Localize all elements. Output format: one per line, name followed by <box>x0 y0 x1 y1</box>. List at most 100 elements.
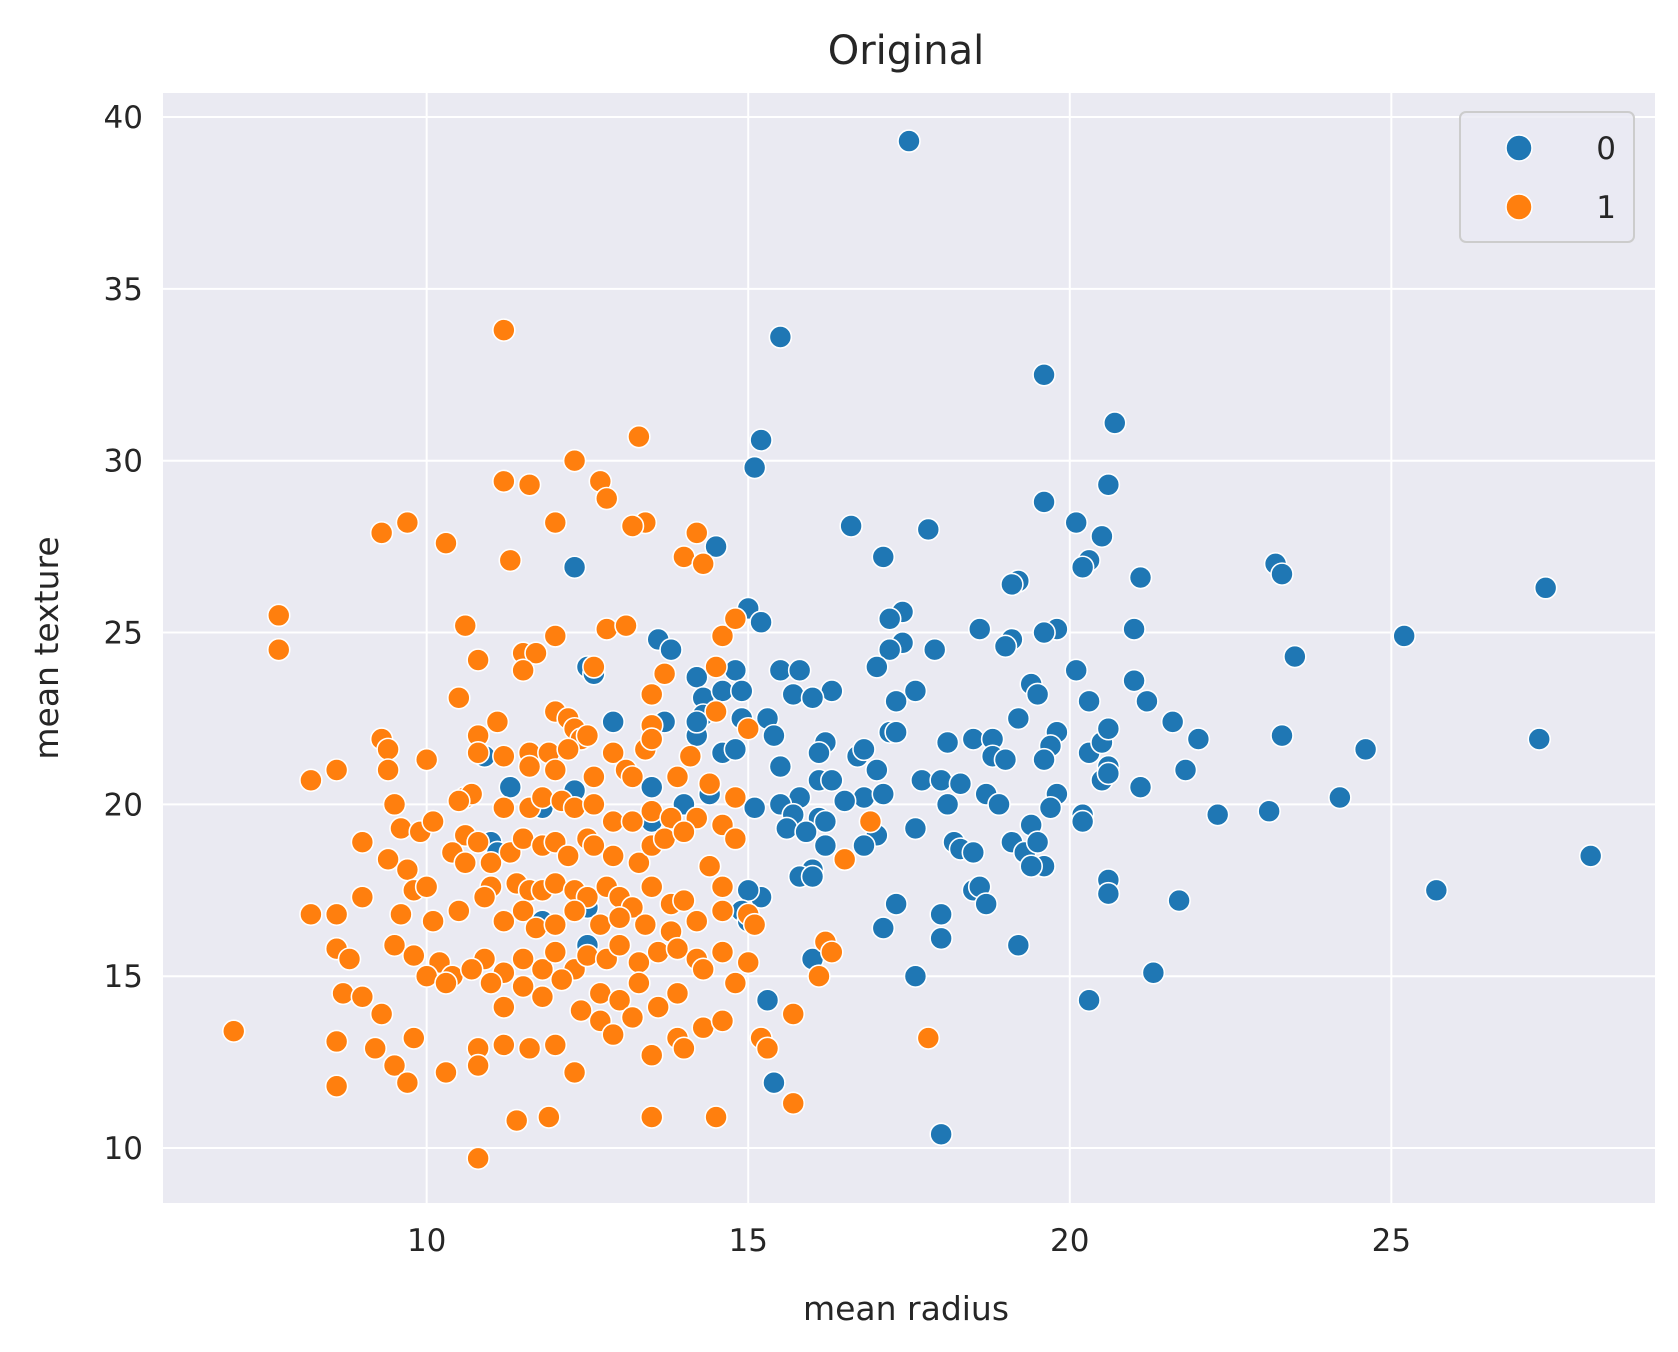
legend-label-0: 0 <box>1596 131 1616 167</box>
data-point <box>382 792 407 817</box>
data-point <box>723 971 748 995</box>
data-point <box>1032 747 1056 772</box>
data-point <box>1424 878 1449 903</box>
data-point <box>607 988 632 1013</box>
y-tick-label: 30 <box>104 444 143 480</box>
data-point <box>1090 524 1114 549</box>
data-point <box>369 521 394 545</box>
data-point <box>620 765 645 789</box>
data-point <box>459 957 484 982</box>
data-point <box>1006 933 1031 958</box>
data-point <box>639 1105 664 1129</box>
y-tick-labels: 10 15 20 25 30 35 40 <box>104 100 143 1167</box>
data-point <box>562 899 587 923</box>
data-point <box>665 765 690 789</box>
data-point <box>601 710 625 734</box>
data-point <box>897 129 921 153</box>
data-point <box>768 754 793 779</box>
data-point <box>453 850 478 875</box>
data-point <box>466 830 490 854</box>
data-point <box>1000 572 1024 597</box>
legend-box <box>1459 111 1635 243</box>
data-point <box>742 455 767 480</box>
data-point <box>884 892 908 916</box>
data-point <box>614 613 638 638</box>
data-point <box>331 981 355 1006</box>
data-point <box>1025 682 1050 707</box>
data-point <box>485 710 510 734</box>
data-point <box>395 510 420 535</box>
data-point <box>749 428 773 452</box>
data-point <box>852 737 876 762</box>
data-point <box>627 850 651 875</box>
data-point <box>935 792 960 817</box>
data-point <box>582 833 606 858</box>
data-point <box>903 816 928 841</box>
data-point <box>800 864 825 889</box>
y-tick-label: 15 <box>104 959 143 995</box>
series-0 <box>472 129 1603 1147</box>
legend-marker-0 <box>1505 134 1533 162</box>
data-point <box>1096 881 1121 906</box>
data-point <box>1328 785 1352 810</box>
data-point <box>594 617 619 641</box>
data-point <box>639 1043 664 1068</box>
data-point <box>993 634 1018 659</box>
data-point <box>324 758 349 782</box>
data-point <box>434 1060 458 1085</box>
data-point <box>382 1053 407 1078</box>
data-point <box>402 1026 426 1050</box>
data-point <box>1032 620 1056 645</box>
data-point <box>543 758 568 782</box>
data-point <box>479 850 503 875</box>
data-point <box>903 679 928 703</box>
data-point <box>813 833 838 858</box>
data-point <box>1122 617 1146 641</box>
data-point <box>324 1074 349 1098</box>
data-point <box>916 517 941 542</box>
data-point <box>389 902 413 927</box>
data-point <box>832 789 857 813</box>
data-point <box>1578 844 1603 868</box>
data-point <box>768 325 793 349</box>
data-point <box>582 792 606 817</box>
data-point <box>421 909 445 934</box>
data-point <box>543 510 568 535</box>
data-point <box>1064 658 1089 683</box>
data-point <box>646 995 670 1019</box>
x-tick-label: 20 <box>1050 1223 1089 1259</box>
data-point <box>1205 802 1230 827</box>
data-point <box>781 1002 806 1026</box>
series-1 <box>221 318 941 1171</box>
data-point <box>929 926 953 951</box>
data-point <box>1533 576 1558 600</box>
data-point <box>1128 775 1153 799</box>
data-point <box>1141 960 1166 985</box>
data-point <box>871 545 896 569</box>
data-point <box>414 875 439 899</box>
data-point <box>865 655 889 679</box>
data-point <box>1283 644 1307 669</box>
data-point <box>736 878 761 903</box>
data-point <box>607 933 632 958</box>
data-point <box>1064 510 1089 535</box>
data-point <box>627 971 651 995</box>
data-point <box>350 830 375 854</box>
data-point <box>672 888 696 913</box>
data-point <box>537 1105 561 1129</box>
data-point <box>395 1070 420 1095</box>
data-point <box>1353 737 1378 762</box>
data-point <box>877 606 902 631</box>
x-axis-label: mean radius <box>803 1289 1009 1328</box>
data-point <box>266 603 291 628</box>
data-point <box>884 720 908 744</box>
data-point <box>414 747 439 772</box>
data-point <box>691 552 716 576</box>
data-point <box>511 974 535 999</box>
data-point <box>704 699 728 724</box>
data-point <box>530 785 555 810</box>
data-point <box>517 1036 542 1061</box>
data-point <box>466 741 490 765</box>
data-point <box>530 985 555 1009</box>
data-point <box>466 1053 490 1078</box>
